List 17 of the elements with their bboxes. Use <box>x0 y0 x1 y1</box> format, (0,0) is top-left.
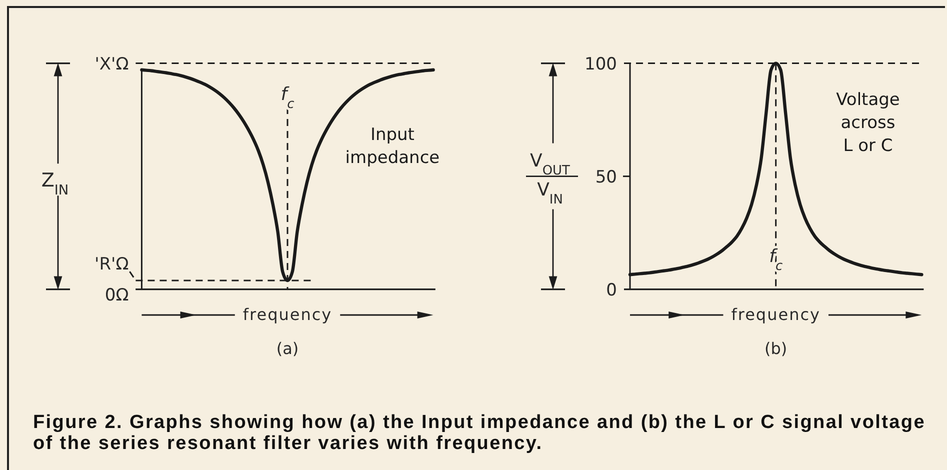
y-axis-title: V$_{OUT}$ V$_{IN}$ <box>530 150 570 207</box>
x-axis-title: frequency <box>242 305 332 324</box>
y-axis-title: Z$_{IN}$ <box>41 170 69 199</box>
annotation: f$_{c}$ <box>769 246 783 274</box>
y-tick-label: 100 <box>584 54 617 74</box>
text: (b) <box>764 339 788 358</box>
series-label: Input impedance <box>345 125 440 168</box>
text: Voltage across L or C <box>836 90 900 156</box>
legend-label: 'R'Ω <box>94 254 129 274</box>
caption: Figure 2. Graphs showing how (a) the Input impedance and (b) the L or C signal voltage of the series resonant filter varies with frequency. <box>33 412 926 454</box>
x-axis-title: frequency <box>731 305 820 324</box>
ref-line-label: 0Ω <box>104 285 129 306</box>
text: (a) <box>276 339 299 358</box>
y-tick-label: 50 <box>595 167 617 188</box>
annotation: f$_{c}$ <box>280 84 294 112</box>
ref-line-label: 'X'Ω <box>94 54 129 74</box>
y-tick-label: 0 <box>606 280 617 300</box>
